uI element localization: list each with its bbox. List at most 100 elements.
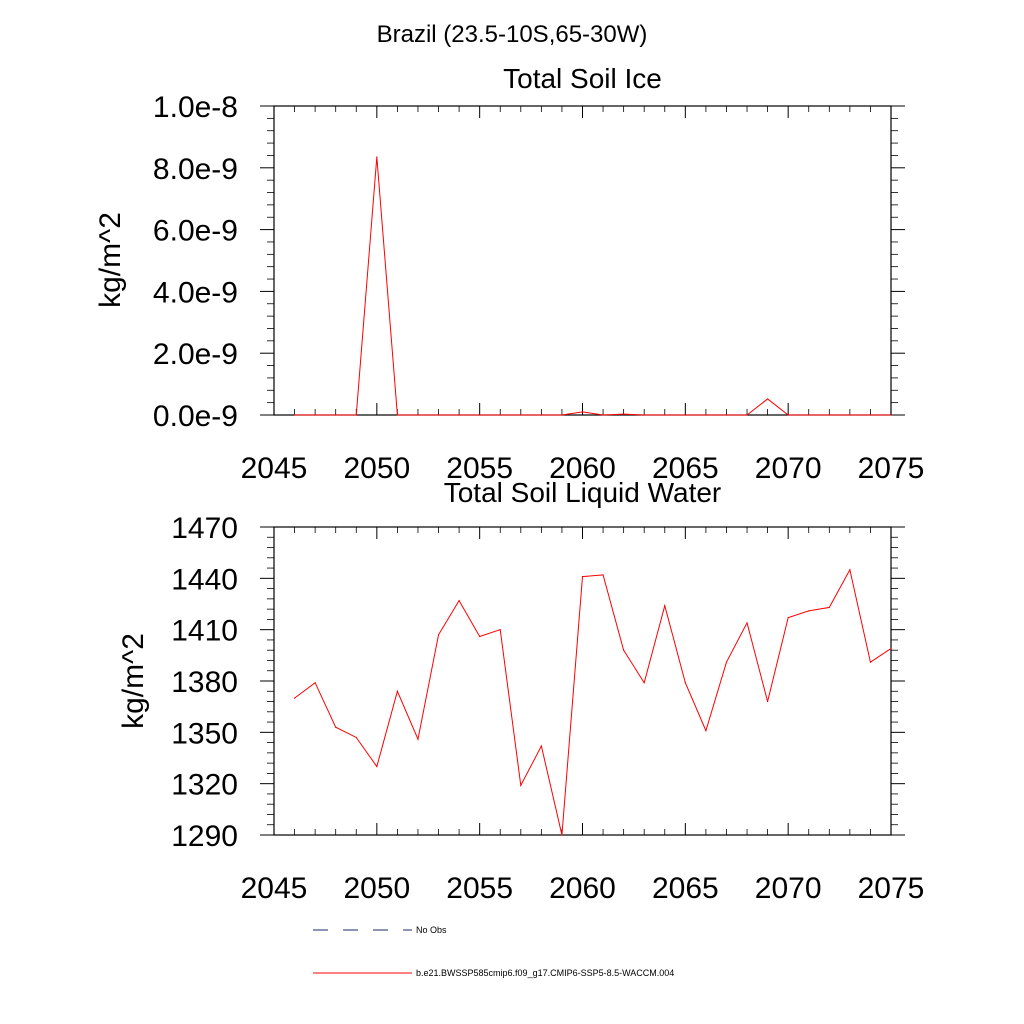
data-point [335, 726, 337, 728]
data-point [561, 834, 563, 836]
panel-total-soil-ice: Total Soil Ice kg/m^2 2045 2050 2055 2060 2065… [94, 63, 924, 485]
data-point [458, 414, 460, 416]
y-tick-label: 1410 [171, 615, 238, 648]
data-point [458, 599, 460, 602]
legend-label-model: b.e21.BWSSP585cmip6.f09_g17.CMIP6-SSP5-8… [416, 968, 674, 978]
panel-title: Total Soil Ice [503, 63, 662, 94]
data-point [705, 730, 707, 732]
data-point [396, 414, 398, 416]
data-point [767, 700, 769, 703]
data-point [561, 414, 563, 416]
x-tick-label: 2070 [755, 452, 822, 485]
legend-label-no-obs: No Obs [416, 925, 447, 935]
data-point [540, 745, 542, 747]
panel-total-soil-liquid-water: Total Soil Liquid Water kg/m^2 2045 2050 205… [117, 477, 924, 905]
data-point [602, 574, 604, 576]
y-tick-label: 1320 [171, 769, 238, 802]
data-point [890, 414, 892, 416]
data-point [602, 414, 604, 416]
y-tick-label: 0.0e-9 [153, 400, 238, 433]
y-axis-label: kg/m^2 [117, 633, 150, 729]
data-point [746, 414, 748, 416]
data-point [293, 697, 296, 699]
data-point [787, 414, 789, 416]
data-point [376, 156, 378, 158]
x-tick-label: 2050 [343, 872, 410, 905]
y-tick-label: 4.0e-9 [153, 276, 238, 309]
data-point [869, 661, 872, 663]
data-point [581, 576, 584, 578]
data-point [664, 414, 666, 416]
y-axis-label: kg/m^2 [94, 212, 127, 308]
data-point [581, 411, 584, 413]
data-point [293, 414, 296, 416]
data-point [684, 682, 686, 684]
data-point [499, 629, 501, 631]
data-point [643, 414, 645, 416]
data-point [725, 414, 728, 416]
x-tick-label: 2060 [549, 452, 616, 485]
legend: No Obs b.e21.BWSSP585cmip6.f09_g17.CMIP6… [313, 925, 674, 978]
data-point [890, 647, 892, 650]
x-tick-label: 2075 [858, 452, 925, 485]
data-point [314, 414, 316, 416]
x-tick-label: 2065 [652, 872, 719, 905]
data-point [376, 765, 378, 768]
data-point [808, 610, 810, 612]
x-tick-label: 2045 [241, 452, 308, 485]
panel-title: Total Soil Liquid Water [444, 477, 722, 508]
data-point [849, 414, 851, 416]
data-point [499, 414, 501, 416]
data-point [869, 414, 872, 416]
y-tick-label: 8.0e-9 [153, 153, 238, 186]
data-point [540, 414, 542, 416]
data-point [623, 413, 625, 415]
data-point [520, 414, 522, 416]
figure-title: Brazil (23.5-10S,65-30W) [377, 21, 648, 48]
data-point [828, 414, 830, 416]
data-point [355, 736, 357, 739]
data-point [355, 414, 357, 416]
data-point [437, 414, 440, 416]
data-point [664, 605, 666, 607]
data-point [643, 682, 645, 684]
x-tick-label: 2055 [446, 872, 513, 905]
data-point [705, 414, 707, 416]
x-tick-label: 2070 [755, 872, 822, 905]
y-tick-label: 6.0e-9 [153, 215, 238, 248]
x-tick-label: 2045 [241, 872, 308, 905]
y-tick-label: 2.0e-9 [153, 338, 238, 371]
y-tick-label: 1470 [171, 512, 238, 545]
data-point [479, 635, 481, 638]
data-point [767, 398, 769, 400]
series-line-0 [294, 156, 891, 416]
data-point [787, 617, 789, 619]
y-tick-label: 1440 [171, 563, 238, 596]
data-point [417, 414, 419, 416]
data-point [314, 682, 316, 684]
x-tick-label: 2065 [652, 452, 719, 485]
data-point [808, 414, 810, 416]
x-tick-label: 2055 [446, 452, 513, 485]
data-point [623, 649, 625, 651]
data-point [437, 634, 440, 636]
x-tick-label: 2075 [858, 872, 925, 905]
x-tick-label: 2050 [343, 452, 410, 485]
data-point [417, 738, 419, 740]
data-point [746, 622, 748, 624]
data-point [335, 414, 337, 416]
data-point [684, 414, 686, 416]
y-tick-label: 1350 [171, 717, 238, 750]
data-point [479, 414, 481, 416]
y-tick-label: 1380 [171, 666, 238, 699]
y-tick-label: 1.0e-8 [153, 91, 238, 124]
y-tick-label: 1290 [171, 820, 238, 853]
data-point [520, 784, 522, 786]
data-point [828, 606, 830, 609]
series-line-0 [294, 568, 892, 836]
data-point [396, 690, 398, 692]
data-point [849, 569, 851, 571]
x-tick-label: 2060 [549, 872, 616, 905]
